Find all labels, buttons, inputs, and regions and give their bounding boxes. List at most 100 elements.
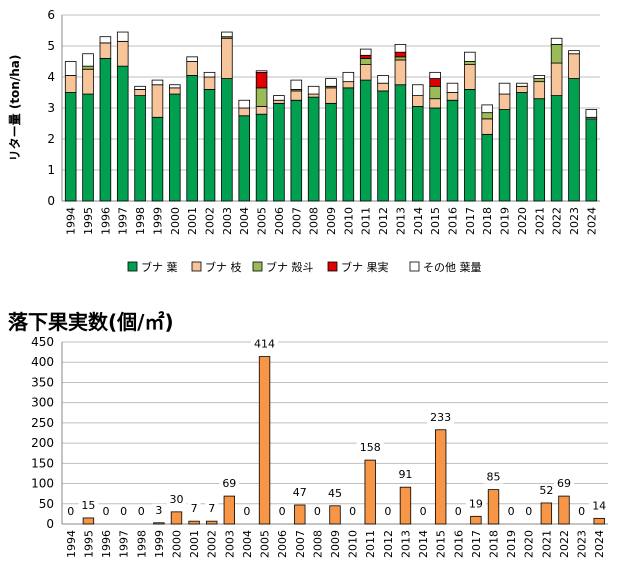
x-tick-label: 2016: [452, 530, 465, 558]
data-label-bg: [64, 505, 78, 518]
data-label: 47: [293, 486, 307, 499]
y-tick-label: 50: [39, 497, 54, 511]
bar-segment: [394, 44, 407, 53]
data-label-bg: [465, 497, 486, 511]
bar-segment: [186, 75, 198, 202]
x-tick-label: 2010: [347, 530, 360, 558]
x-tick-label: 2012: [382, 530, 395, 558]
x-tick-label: 2001: [186, 207, 199, 235]
data-label-bg: [134, 505, 148, 518]
data-label: 414: [254, 338, 275, 351]
fruit-chart-title: 落下果実数(個/㎡): [8, 310, 174, 334]
data-label: 19: [469, 497, 483, 510]
bar-segment: [394, 51, 407, 58]
data-label: 52: [539, 484, 553, 497]
bar-segment: [238, 99, 251, 109]
x-tick-label: 2001: [188, 530, 201, 558]
x-tick-label: 2016: [446, 207, 459, 235]
x-tick-label: 2015: [435, 530, 448, 558]
data-label-bg: [117, 505, 131, 518]
x-tick-label: 2005: [256, 207, 269, 235]
bar-segment: [585, 109, 598, 118]
bar-segment: [394, 59, 407, 86]
bar-segment: [342, 87, 355, 202]
bar-segment: [186, 61, 198, 76]
bar-segment: [186, 56, 198, 62]
bar-segment: [481, 118, 493, 135]
data-label-bg: [575, 505, 589, 518]
bar-segment: [82, 65, 94, 70]
y-tick-label: 150: [31, 456, 54, 470]
data-label-bg: [310, 505, 324, 518]
bar-segment: [255, 87, 268, 107]
x-tick-label: 2022: [558, 530, 571, 558]
bar-segment: [464, 51, 476, 62]
data-label-bg: [416, 505, 430, 518]
bar-segment: [116, 31, 129, 42]
data-label-bg: [522, 505, 536, 518]
bar-segment: [169, 84, 181, 89]
bar-segment: [429, 107, 441, 202]
bar-segment: [550, 95, 563, 202]
bar-segment: [325, 102, 337, 202]
bar-segment: [116, 65, 129, 202]
bar-segment: [82, 53, 94, 67]
bar-segment: [394, 56, 407, 61]
data-label: 7: [208, 502, 215, 515]
bar-segment: [238, 107, 251, 117]
x-tick-label: 2017: [464, 207, 477, 235]
x-tick-label: 1997: [118, 530, 131, 558]
bar-segment: [238, 115, 251, 202]
bar: [364, 459, 376, 525]
bar-segment: [342, 71, 355, 83]
bar-segment: [429, 78, 441, 87]
bar-segment: [359, 79, 372, 202]
bar-segment: [255, 70, 268, 73]
data-label-bg: [275, 505, 289, 518]
y-tick-label: 5: [47, 39, 55, 53]
bar: [206, 520, 218, 525]
bar: [399, 486, 412, 525]
x-tick-label: 2013: [399, 530, 412, 558]
data-label-bg: [78, 498, 99, 512]
data-label-bg: [325, 486, 345, 500]
x-tick-label: 2019: [505, 530, 518, 558]
bar: [258, 356, 271, 525]
x-tick-label: 2020: [516, 207, 529, 235]
x-tick-label: 2019: [499, 207, 512, 235]
x-tick-label: 1995: [82, 530, 95, 558]
x-tick-label: 2007: [290, 207, 303, 235]
x-tick-label: 2008: [308, 207, 321, 235]
data-label-bg: [427, 410, 455, 424]
data-label: 0: [279, 505, 286, 518]
litter-chart: 0 1 2 3 4 5 6 リター量 (ton/ha) 1994 1995 1996 1997 1998…: [8, 8, 600, 235]
bar-segment: [359, 48, 372, 56]
bar-segment: [481, 104, 493, 114]
data-label: 158: [360, 441, 381, 454]
bar-segment: [273, 102, 285, 202]
data-label: 30: [169, 493, 183, 506]
x-tick-label: 2014: [412, 207, 425, 235]
bar-segment: [99, 58, 112, 202]
bar-segment: [82, 93, 94, 202]
data-label: 0: [103, 505, 110, 518]
bar: [223, 495, 236, 525]
x-tick-label: 2006: [273, 207, 286, 235]
data-label-bg: [240, 505, 254, 518]
y-tick-label: 200: [31, 436, 54, 450]
bar: [170, 511, 183, 525]
bar-segment: [342, 81, 355, 89]
bar-segment: [203, 89, 216, 202]
bar-segment: [446, 99, 459, 202]
bar-segment: [533, 78, 546, 83]
bar-segment: [273, 95, 285, 101]
bar: [294, 504, 306, 525]
bar-segment: [359, 64, 372, 81]
data-label-bg: [166, 492, 187, 506]
data-label-bg: [381, 505, 395, 518]
bar-segment: [307, 85, 320, 95]
bar-segment: [498, 93, 511, 110]
x-tick-label: 2011: [364, 530, 377, 558]
data-label-bg: [483, 470, 504, 484]
